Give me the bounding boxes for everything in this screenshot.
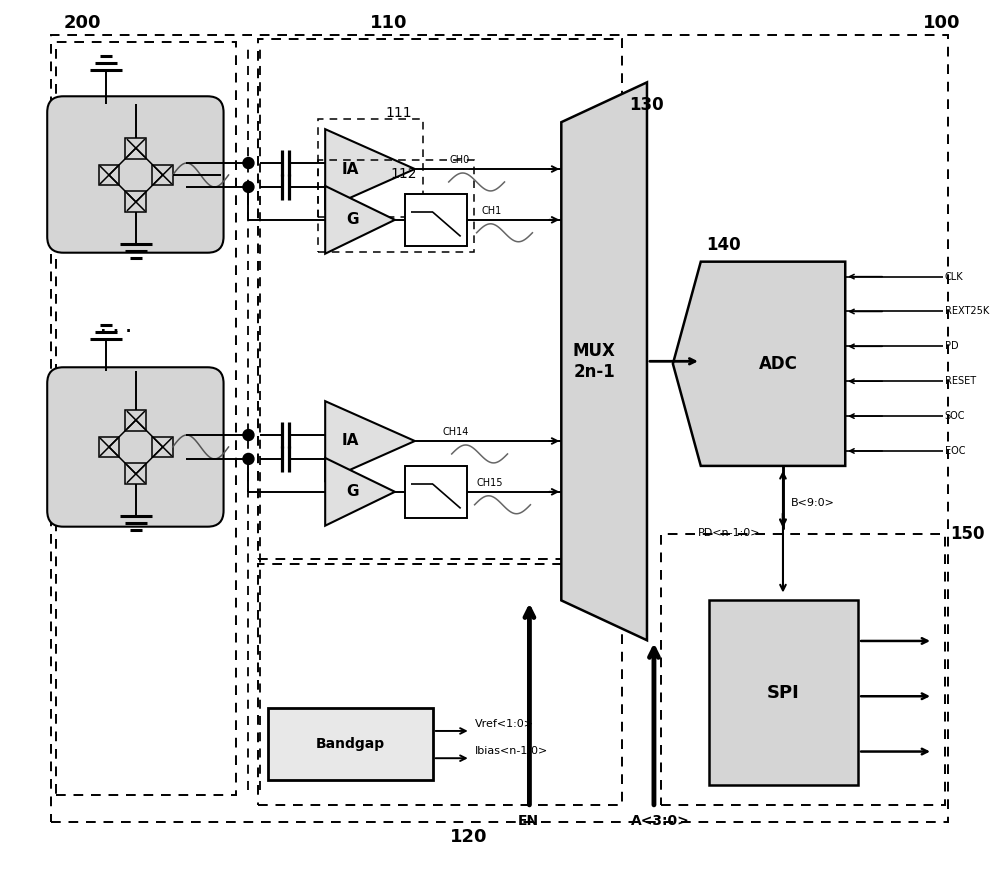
Text: Vref<1:0>: Vref<1:0> bbox=[475, 719, 534, 729]
Text: MUX
2n-1: MUX 2n-1 bbox=[573, 342, 616, 381]
Text: CLK: CLK bbox=[945, 271, 963, 282]
Polygon shape bbox=[673, 262, 845, 466]
Text: CH14: CH14 bbox=[443, 427, 469, 437]
Bar bbox=[99, 165, 119, 186]
Text: ADC: ADC bbox=[759, 355, 797, 373]
Text: REXT25K: REXT25K bbox=[945, 307, 989, 316]
Text: A<3:0>: A<3:0> bbox=[631, 813, 690, 827]
Bar bbox=[268, 708, 433, 780]
Polygon shape bbox=[325, 458, 395, 526]
Text: IA: IA bbox=[341, 161, 359, 176]
Text: EOC: EOC bbox=[945, 446, 965, 456]
Circle shape bbox=[243, 181, 254, 192]
Text: 140: 140 bbox=[706, 236, 740, 254]
FancyBboxPatch shape bbox=[47, 96, 224, 253]
Polygon shape bbox=[325, 401, 415, 481]
Text: CH15: CH15 bbox=[477, 478, 503, 488]
Circle shape bbox=[243, 158, 254, 168]
Text: 130: 130 bbox=[629, 96, 664, 115]
Text: 110: 110 bbox=[370, 13, 408, 32]
Bar bbox=[405, 466, 467, 518]
Text: Ibias<n-1:0>: Ibias<n-1:0> bbox=[475, 746, 548, 756]
Bar bbox=[125, 191, 146, 212]
Text: RESET: RESET bbox=[945, 376, 976, 386]
Text: EN: EN bbox=[517, 813, 539, 827]
FancyBboxPatch shape bbox=[47, 367, 224, 527]
Bar bbox=[125, 463, 146, 485]
Polygon shape bbox=[561, 82, 647, 640]
Bar bbox=[99, 436, 119, 457]
Text: PD: PD bbox=[945, 341, 958, 352]
Bar bbox=[125, 137, 146, 159]
Text: G: G bbox=[346, 485, 358, 500]
Text: CH1: CH1 bbox=[482, 206, 502, 216]
Bar bbox=[709, 601, 858, 785]
Bar bbox=[405, 194, 467, 246]
Polygon shape bbox=[325, 130, 415, 209]
Text: 111: 111 bbox=[385, 107, 412, 120]
Text: 112: 112 bbox=[390, 167, 416, 181]
Polygon shape bbox=[325, 186, 395, 254]
Text: G: G bbox=[346, 212, 358, 227]
Text: CH0: CH0 bbox=[450, 155, 470, 165]
Text: 120: 120 bbox=[450, 827, 487, 846]
Bar bbox=[152, 165, 173, 186]
Circle shape bbox=[243, 454, 254, 464]
Circle shape bbox=[243, 430, 254, 440]
Text: B<9:0>: B<9:0> bbox=[791, 498, 835, 507]
Text: SPI: SPI bbox=[767, 684, 800, 701]
Text: IA: IA bbox=[341, 433, 359, 448]
Text: PD<n-1:0>: PD<n-1:0> bbox=[698, 528, 761, 538]
Text: 200: 200 bbox=[63, 13, 101, 32]
Text: Bandgap: Bandgap bbox=[316, 737, 385, 751]
Bar bbox=[125, 410, 146, 431]
Text: 100: 100 bbox=[923, 13, 960, 32]
Text: ...: ... bbox=[97, 316, 135, 337]
Bar bbox=[152, 436, 173, 457]
Text: 150: 150 bbox=[950, 524, 984, 543]
Text: SOC: SOC bbox=[945, 411, 965, 421]
